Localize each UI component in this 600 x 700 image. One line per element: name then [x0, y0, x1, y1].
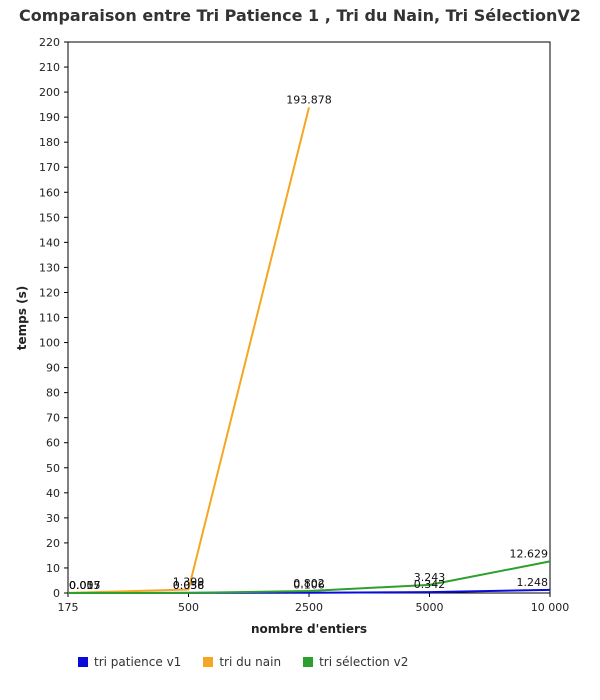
- y-tick-label: 10: [46, 562, 60, 575]
- data-label: 0.106: [293, 579, 325, 592]
- y-tick-label: 20: [46, 537, 60, 550]
- data-label: 0.057: [69, 579, 101, 592]
- data-label: 12.629: [510, 547, 549, 560]
- legend-swatch-nain: [203, 657, 214, 667]
- x-tick-label: 2500: [295, 601, 323, 614]
- y-tick-label: 70: [46, 412, 60, 425]
- y-axis-title: temps (s): [15, 286, 29, 350]
- data-label: 0.802: [293, 577, 325, 590]
- x-tick-label: 175: [58, 601, 79, 614]
- legend-swatch-selection: [303, 657, 314, 667]
- y-tick-label: 100: [39, 337, 60, 350]
- legend-item-selection[interactable]: tri sélection v2: [303, 655, 408, 669]
- x-axis-ticks: 175 500 2500 5000 10 000: [58, 593, 570, 614]
- series-line-2: [67, 107, 310, 594]
- y-tick-label: 110: [39, 312, 60, 325]
- y-tick-label: 190: [39, 111, 60, 124]
- y-tick-label: 90: [46, 362, 60, 375]
- y-tick-label: 40: [46, 487, 60, 500]
- data-labels: 0.005 0.036 0.106 0.342 1.248 0.057 1.399 193.8…: [69, 93, 548, 592]
- data-label: 1.248: [517, 576, 549, 589]
- y-axis-ticks: 0 10 20 30 40 50 60 70 80 90 100 110 120 130 140 150 160…: [39, 36, 68, 600]
- data-label: 0.005: [69, 579, 101, 592]
- y-tick-label: 220: [39, 36, 60, 49]
- series-lines: [67, 107, 551, 594]
- legend-item-nain[interactable]: tri du nain: [203, 655, 281, 669]
- y-tick-label: 210: [39, 61, 60, 74]
- y-tick-label: 120: [39, 286, 60, 299]
- y-tick-label: 150: [39, 211, 60, 224]
- chart-title: Comparaison entre Tri Patience 1 , Tri d…: [19, 6, 581, 25]
- y-tick-label: 50: [46, 462, 60, 475]
- series-line-3: [67, 560, 551, 594]
- legend-label-nain: tri du nain: [219, 655, 282, 669]
- legend-label-patience: tri patience v1: [94, 655, 182, 669]
- data-label: 1.399: [173, 575, 205, 588]
- data-label: 0.017: [69, 579, 101, 592]
- legend-swatch-patience: [78, 657, 88, 667]
- data-label: 193.878: [286, 93, 332, 106]
- y-tick-label: 30: [46, 512, 60, 525]
- y-tick-label: 0: [53, 587, 60, 600]
- legend-item-patience[interactable]: tri patience v1: [78, 655, 181, 669]
- y-tick-label: 140: [39, 236, 60, 249]
- y-tick-label: 170: [39, 161, 60, 174]
- legend-label-selection: tri sélection v2: [319, 655, 409, 669]
- y-tick-label: 180: [39, 136, 60, 149]
- data-label: 0.342: [414, 578, 446, 591]
- x-axis-title: nombre d'entiers: [251, 622, 367, 636]
- legend: tri patience v1 tri du nain tri sélectio…: [78, 655, 408, 669]
- x-tick-label: 10 000: [531, 601, 570, 614]
- y-tick-label: 60: [46, 437, 60, 450]
- x-tick-label: 500: [178, 601, 199, 614]
- data-label: 3.243: [414, 571, 446, 584]
- plot-area-frame: [67, 41, 551, 594]
- data-label: 0.036: [173, 579, 205, 592]
- y-tick-label: 200: [39, 86, 60, 99]
- data-label: 0.058: [173, 579, 205, 592]
- y-tick-label: 80: [46, 387, 60, 400]
- y-tick-label: 160: [39, 186, 60, 199]
- x-tick-label: 5000: [416, 601, 444, 614]
- y-tick-label: 130: [39, 261, 60, 274]
